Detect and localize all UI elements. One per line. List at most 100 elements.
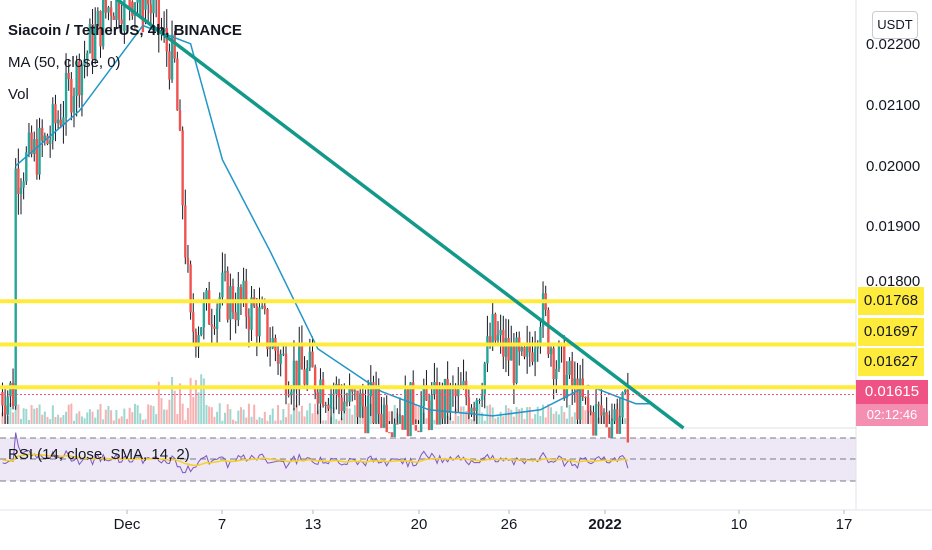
volume-bar xyxy=(91,411,94,424)
candle-body xyxy=(189,264,192,313)
volume-bar xyxy=(539,416,542,424)
candle-body xyxy=(149,4,153,14)
candle-body xyxy=(173,34,176,59)
volume-bar xyxy=(560,406,563,424)
volume-bar xyxy=(393,404,396,424)
volume-bar xyxy=(213,416,216,424)
candle-body xyxy=(313,367,317,393)
volume-bar xyxy=(290,414,293,424)
candle-body xyxy=(594,404,598,436)
candle-body xyxy=(475,400,478,411)
price-pane xyxy=(0,0,856,428)
volume-bar xyxy=(451,420,454,424)
candle-body xyxy=(549,348,553,355)
volume-bar xyxy=(35,407,38,424)
candle-body xyxy=(239,287,243,300)
currency-button[interactable]: USDT xyxy=(872,11,918,39)
volume-bar xyxy=(507,408,510,424)
volume-bar xyxy=(263,411,266,424)
symbol-title[interactable]: Siacoin / TetherUS, 4h, BINANCE xyxy=(8,22,242,39)
volume-bar xyxy=(131,412,134,424)
candle-body xyxy=(351,388,354,392)
candle-body xyxy=(25,152,28,182)
candle-body xyxy=(589,411,592,413)
candle-body xyxy=(343,401,346,411)
volume-bar xyxy=(563,411,566,424)
time-axis-label: 20 xyxy=(410,516,428,533)
legend-vol[interactable]: Vol xyxy=(8,86,29,103)
candle-body xyxy=(223,270,227,273)
candle-body xyxy=(88,24,92,54)
candle-body xyxy=(311,351,314,368)
volume-bar xyxy=(308,403,311,424)
candle-body xyxy=(494,314,497,341)
candle-body xyxy=(613,409,616,422)
volume-bar xyxy=(499,411,502,424)
volume-bar xyxy=(557,414,560,424)
volume-bar xyxy=(115,410,118,424)
candle-body xyxy=(221,272,224,298)
volume-bar xyxy=(531,418,534,424)
volume-bar xyxy=(584,410,587,424)
price-tag-level-3: 0.01627 xyxy=(858,348,924,376)
volume-bar xyxy=(247,403,250,424)
candle-body xyxy=(366,396,370,434)
candle-body xyxy=(303,369,306,385)
time-axis-label: 2022 xyxy=(588,516,622,533)
candle-body xyxy=(165,27,168,52)
volume-bar xyxy=(311,413,314,424)
candle-body xyxy=(276,350,280,364)
candle-body xyxy=(602,412,606,416)
candle-body xyxy=(586,397,590,412)
volume-bar xyxy=(94,417,97,424)
candle-body xyxy=(1,391,4,406)
volume-bar xyxy=(552,413,555,424)
candle-body xyxy=(324,404,327,406)
volume-bar xyxy=(454,408,457,424)
candle-body xyxy=(17,168,20,195)
candle-body xyxy=(449,387,452,413)
candle-body xyxy=(282,353,285,355)
volume-bar xyxy=(542,404,545,424)
candle-body xyxy=(78,61,81,96)
candle-body xyxy=(176,58,179,111)
volume-bar xyxy=(462,406,465,424)
candle-body xyxy=(364,406,367,434)
candle-body xyxy=(568,360,571,375)
volume-bar xyxy=(78,411,81,424)
volume-bar xyxy=(239,407,242,424)
time-axis-label: 13 xyxy=(304,516,322,533)
candle-body xyxy=(245,280,248,317)
candle-body xyxy=(419,406,423,433)
volume-bar xyxy=(343,407,346,424)
candle-body xyxy=(38,127,41,175)
candle-body xyxy=(406,389,410,437)
volume-bar xyxy=(226,404,229,424)
candle-body xyxy=(483,363,486,396)
candle-body xyxy=(605,412,608,428)
volume-bar xyxy=(12,412,15,424)
candle-body xyxy=(109,7,113,16)
candle-body xyxy=(552,348,555,380)
volume-bar xyxy=(176,414,179,424)
volume-bar xyxy=(46,416,49,424)
legend-rsi[interactable]: RSI (14, close, SMA, 14, 2) xyxy=(8,446,190,463)
volume-bar xyxy=(571,416,574,424)
candle-body xyxy=(35,139,39,175)
price-axis-label: 0.01900 xyxy=(866,218,921,235)
candle-body xyxy=(626,389,630,443)
volume-bar xyxy=(186,408,189,424)
candle-body xyxy=(292,360,296,392)
candle-body xyxy=(56,119,60,124)
candle-body xyxy=(298,344,301,390)
volume-bar xyxy=(133,403,136,424)
candle-body xyxy=(512,346,516,384)
candle-body xyxy=(107,7,110,13)
candle-body xyxy=(600,405,603,416)
candle-body xyxy=(260,305,264,308)
volume-bar xyxy=(544,417,547,424)
legend-ma[interactable]: MA (50, close, 0) xyxy=(8,54,121,71)
candle-body xyxy=(316,392,319,404)
candle-body xyxy=(345,401,349,403)
